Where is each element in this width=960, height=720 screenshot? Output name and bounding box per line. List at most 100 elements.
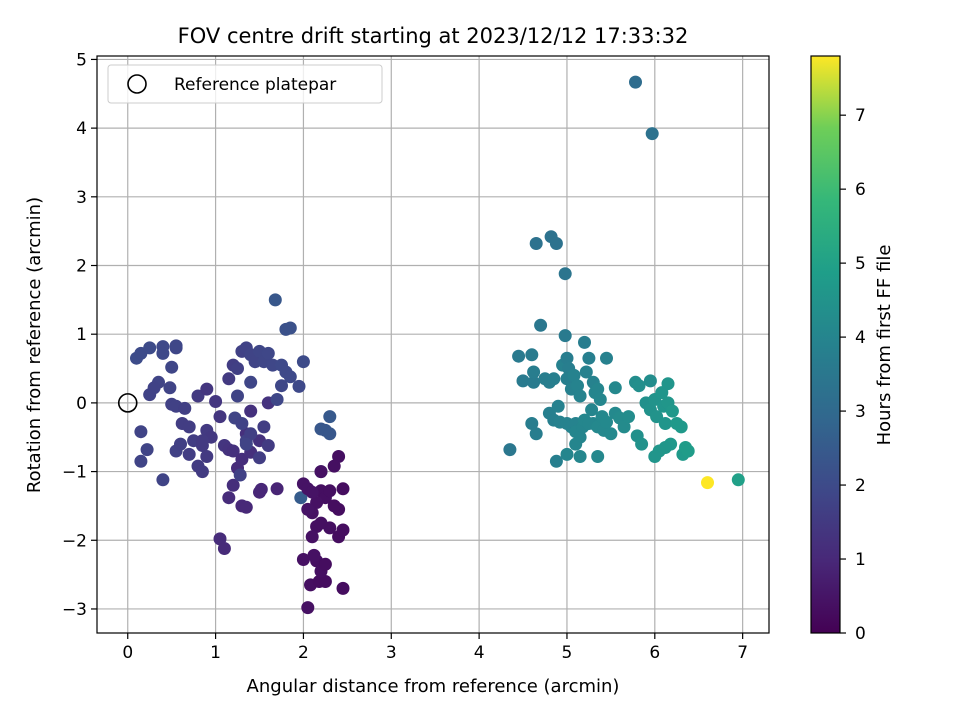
y-tick-label: 5 (76, 50, 87, 70)
scatter-point (182, 420, 196, 434)
scatter-point (529, 427, 543, 441)
scatter-point (582, 351, 596, 365)
scatter-point (571, 379, 584, 393)
x-tick-label: 7 (737, 643, 748, 663)
scatter-point (336, 581, 350, 595)
scatter-point (257, 420, 271, 434)
scatter-point (645, 127, 659, 141)
scatter-point (244, 404, 258, 418)
scatter-point (294, 491, 308, 505)
scatter-point (235, 417, 249, 430)
scatter-point (731, 473, 745, 487)
scatter-point (222, 372, 236, 386)
scatter-point (527, 375, 541, 389)
scatter-point (270, 482, 284, 496)
scatter-point (534, 318, 548, 332)
scatter-point (318, 557, 332, 571)
scatter-point (549, 237, 563, 250)
scatter-point (600, 415, 613, 429)
scatter-point (231, 389, 244, 403)
y-tick-label: 3 (76, 188, 87, 208)
scatter-point (239, 500, 253, 514)
colorbar-ticks: 0 1 2 3 4 5 6 7 (840, 106, 866, 644)
scatter-point (593, 393, 607, 406)
scatter-point (643, 374, 657, 388)
scatter-point (134, 454, 148, 468)
scatter-point (239, 437, 253, 451)
scatter-point (200, 450, 214, 463)
scatter-point (336, 523, 350, 537)
scatter-point (209, 395, 223, 408)
x-tick-label: 1 (210, 643, 221, 663)
scatter-point (591, 382, 605, 396)
scatter-point (327, 499, 341, 513)
x-tick-label: 0 (122, 643, 133, 663)
scatter-point (323, 410, 337, 424)
scatter-point (195, 465, 209, 479)
x-tick-label: 2 (298, 643, 309, 663)
colorbar-tick-label: 6 (855, 180, 866, 200)
scatter-point (134, 425, 148, 439)
x-tick-label: 6 (649, 643, 660, 663)
colorbar-tick-label: 1 (855, 550, 866, 570)
x-tick-label: 3 (386, 643, 397, 663)
scatter-point (305, 530, 319, 544)
x-axis-label: Angular distance from reference (arcmin) (247, 676, 620, 697)
scatter-point (648, 450, 662, 463)
scatter-point (140, 443, 154, 457)
y-tick-label: 0 (76, 394, 87, 414)
scatter-point (635, 437, 649, 451)
scatter-point (622, 410, 635, 424)
scatter-point (261, 346, 275, 360)
colorbar-label: Hours from first FF file (874, 245, 895, 446)
scatter-point (253, 451, 266, 465)
x-tick-label: 5 (562, 643, 573, 663)
colorbar-tick-label: 5 (855, 254, 866, 274)
scatter-point (617, 420, 631, 434)
colorbar-gradient (810, 55, 841, 634)
scatter-point (301, 502, 315, 516)
scatter-point (163, 381, 177, 395)
scatter-point (681, 444, 695, 458)
y-axis: −3 −2 −1 0 1 2 3 4 5 (62, 50, 97, 620)
scatter-point (222, 491, 236, 505)
grid-layer (97, 56, 769, 633)
scatter-point (525, 348, 539, 362)
scatter-point (305, 485, 319, 499)
scatter-point (591, 450, 605, 463)
scatter-point (516, 374, 530, 388)
scatter-point (551, 399, 565, 413)
scatter-point (573, 389, 587, 403)
scatter-point (156, 346, 170, 360)
scatter-point (323, 427, 337, 441)
scatter-point (567, 368, 581, 382)
scatter-point (569, 437, 583, 451)
scatter-point (191, 389, 205, 403)
scatter-point (268, 293, 282, 307)
y-tick-label: −3 (62, 600, 87, 620)
scatter-point (200, 382, 214, 396)
scatter-point (231, 362, 244, 375)
scatter-point (235, 452, 249, 466)
scatter-point (674, 420, 688, 434)
colorbar-tick-label: 0 (855, 624, 866, 644)
scatter-point (600, 351, 613, 365)
scatter-point (661, 377, 675, 391)
scatter-point (578, 335, 591, 349)
scatter-point (182, 447, 196, 461)
scatter-point (226, 478, 240, 492)
scatter-point (296, 553, 310, 566)
scatter-point (608, 381, 622, 395)
scatter-point (143, 341, 157, 355)
scatter-point (174, 437, 187, 451)
scatter-point (195, 434, 209, 448)
scatter-point (549, 454, 563, 468)
scatter-point (579, 365, 593, 379)
colorbar-tick-label: 3 (855, 402, 866, 422)
scatter-point (560, 351, 574, 365)
scatter-point (558, 267, 572, 281)
colorbar-tick-label: 4 (855, 328, 866, 348)
y-tick-label: −2 (62, 531, 87, 551)
